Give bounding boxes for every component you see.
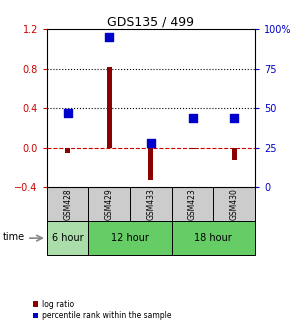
Point [65, 111, 70, 116]
Bar [172, 187, 213, 221]
Bar [88, 221, 172, 255]
Text: 6 hour: 6 hour [52, 233, 84, 243]
Point [190, 115, 195, 120]
Bar [231, 148, 237, 160]
Bar [172, 221, 255, 255]
Text: GSM430: GSM430 [230, 188, 239, 220]
Bar [213, 187, 255, 221]
Bar [107, 67, 112, 148]
Bar [47, 187, 88, 221]
Bar [47, 221, 88, 255]
Text: 12 hour: 12 hour [111, 233, 149, 243]
Point [107, 35, 112, 40]
Text: GSM429: GSM429 [105, 188, 114, 220]
Text: GSM423: GSM423 [188, 188, 197, 220]
Text: time: time [3, 232, 25, 242]
Legend: log ratio, percentile rank within the sample: log ratio, percentile rank within the sa… [33, 300, 171, 320]
Point [149, 141, 153, 146]
Title: GDS135 / 499: GDS135 / 499 [108, 15, 194, 28]
Bar [88, 187, 130, 221]
Bar [65, 148, 70, 153]
Bar [148, 148, 154, 181]
Bar [190, 148, 195, 149]
Bar [130, 187, 172, 221]
Text: 18 hour: 18 hour [195, 233, 232, 243]
Point [232, 115, 236, 120]
Text: GSM428: GSM428 [63, 188, 72, 220]
Text: GSM433: GSM433 [146, 188, 155, 220]
